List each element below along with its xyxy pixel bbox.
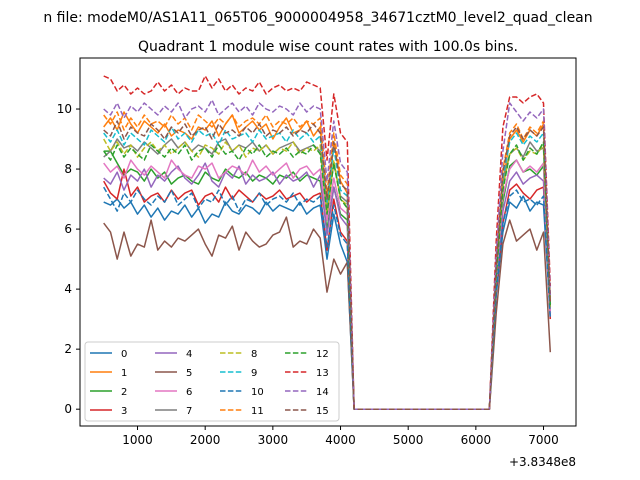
x-tick-label: 7000 bbox=[528, 433, 559, 447]
legend-label: 6 bbox=[186, 387, 192, 398]
legend-label: 12 bbox=[316, 349, 329, 360]
series-line-12 bbox=[103, 141, 552, 410]
legend-label: 4 bbox=[186, 349, 192, 360]
x-tick-label: 3000 bbox=[258, 433, 289, 447]
y-tick-label: 4 bbox=[64, 282, 72, 296]
x-offset-label: +3.8348e8 bbox=[509, 455, 576, 469]
axes-frame bbox=[79, 57, 577, 427]
series-line-10 bbox=[103, 186, 552, 410]
series-line-14 bbox=[103, 99, 552, 410]
chart-title: Quadrant 1 module wise count rates with … bbox=[138, 39, 518, 55]
series-line-15 bbox=[103, 120, 552, 410]
y-tick-label: 0 bbox=[64, 402, 72, 416]
y-tick-label: 10 bbox=[57, 102, 72, 116]
legend-label: 2 bbox=[121, 387, 127, 398]
series-line-5 bbox=[103, 216, 552, 410]
x-tick-label: 5000 bbox=[393, 433, 424, 447]
legend-label: 10 bbox=[251, 387, 264, 398]
legend-label: 8 bbox=[251, 349, 257, 360]
legend-label: 13 bbox=[316, 368, 329, 379]
series-line-8 bbox=[103, 138, 552, 410]
legend-label: 15 bbox=[316, 406, 329, 417]
legend-label: 9 bbox=[251, 368, 257, 379]
y-axis: 0 2 4 6 8 10 bbox=[57, 102, 80, 416]
x-tick-label: 2000 bbox=[190, 433, 221, 447]
x-tick-label: 6000 bbox=[461, 433, 492, 447]
series-layer bbox=[103, 75, 552, 410]
legend-label: 14 bbox=[316, 387, 329, 398]
legend-label: 3 bbox=[121, 406, 127, 417]
y-tick-label: 2 bbox=[64, 342, 72, 356]
legend-label: 5 bbox=[186, 368, 192, 379]
figure-suptitle: n file: modeM0/AS1A11_065T06_9000004958_… bbox=[43, 10, 592, 26]
legend-label: 11 bbox=[251, 406, 264, 417]
x-tick-label: 4000 bbox=[325, 433, 356, 447]
x-tick-label: 1000 bbox=[122, 433, 153, 447]
y-tick-label: 8 bbox=[64, 162, 72, 176]
legend-label: 0 bbox=[121, 349, 127, 360]
y-tick-label: 6 bbox=[64, 222, 72, 236]
x-axis: 1000 2000 3000 4000 5000 6000 7000 bbox=[122, 426, 559, 447]
legend-label: 1 bbox=[121, 368, 127, 379]
series-line-13 bbox=[103, 75, 552, 410]
legend-label: 7 bbox=[186, 406, 192, 417]
legend-box bbox=[84, 341, 340, 422]
